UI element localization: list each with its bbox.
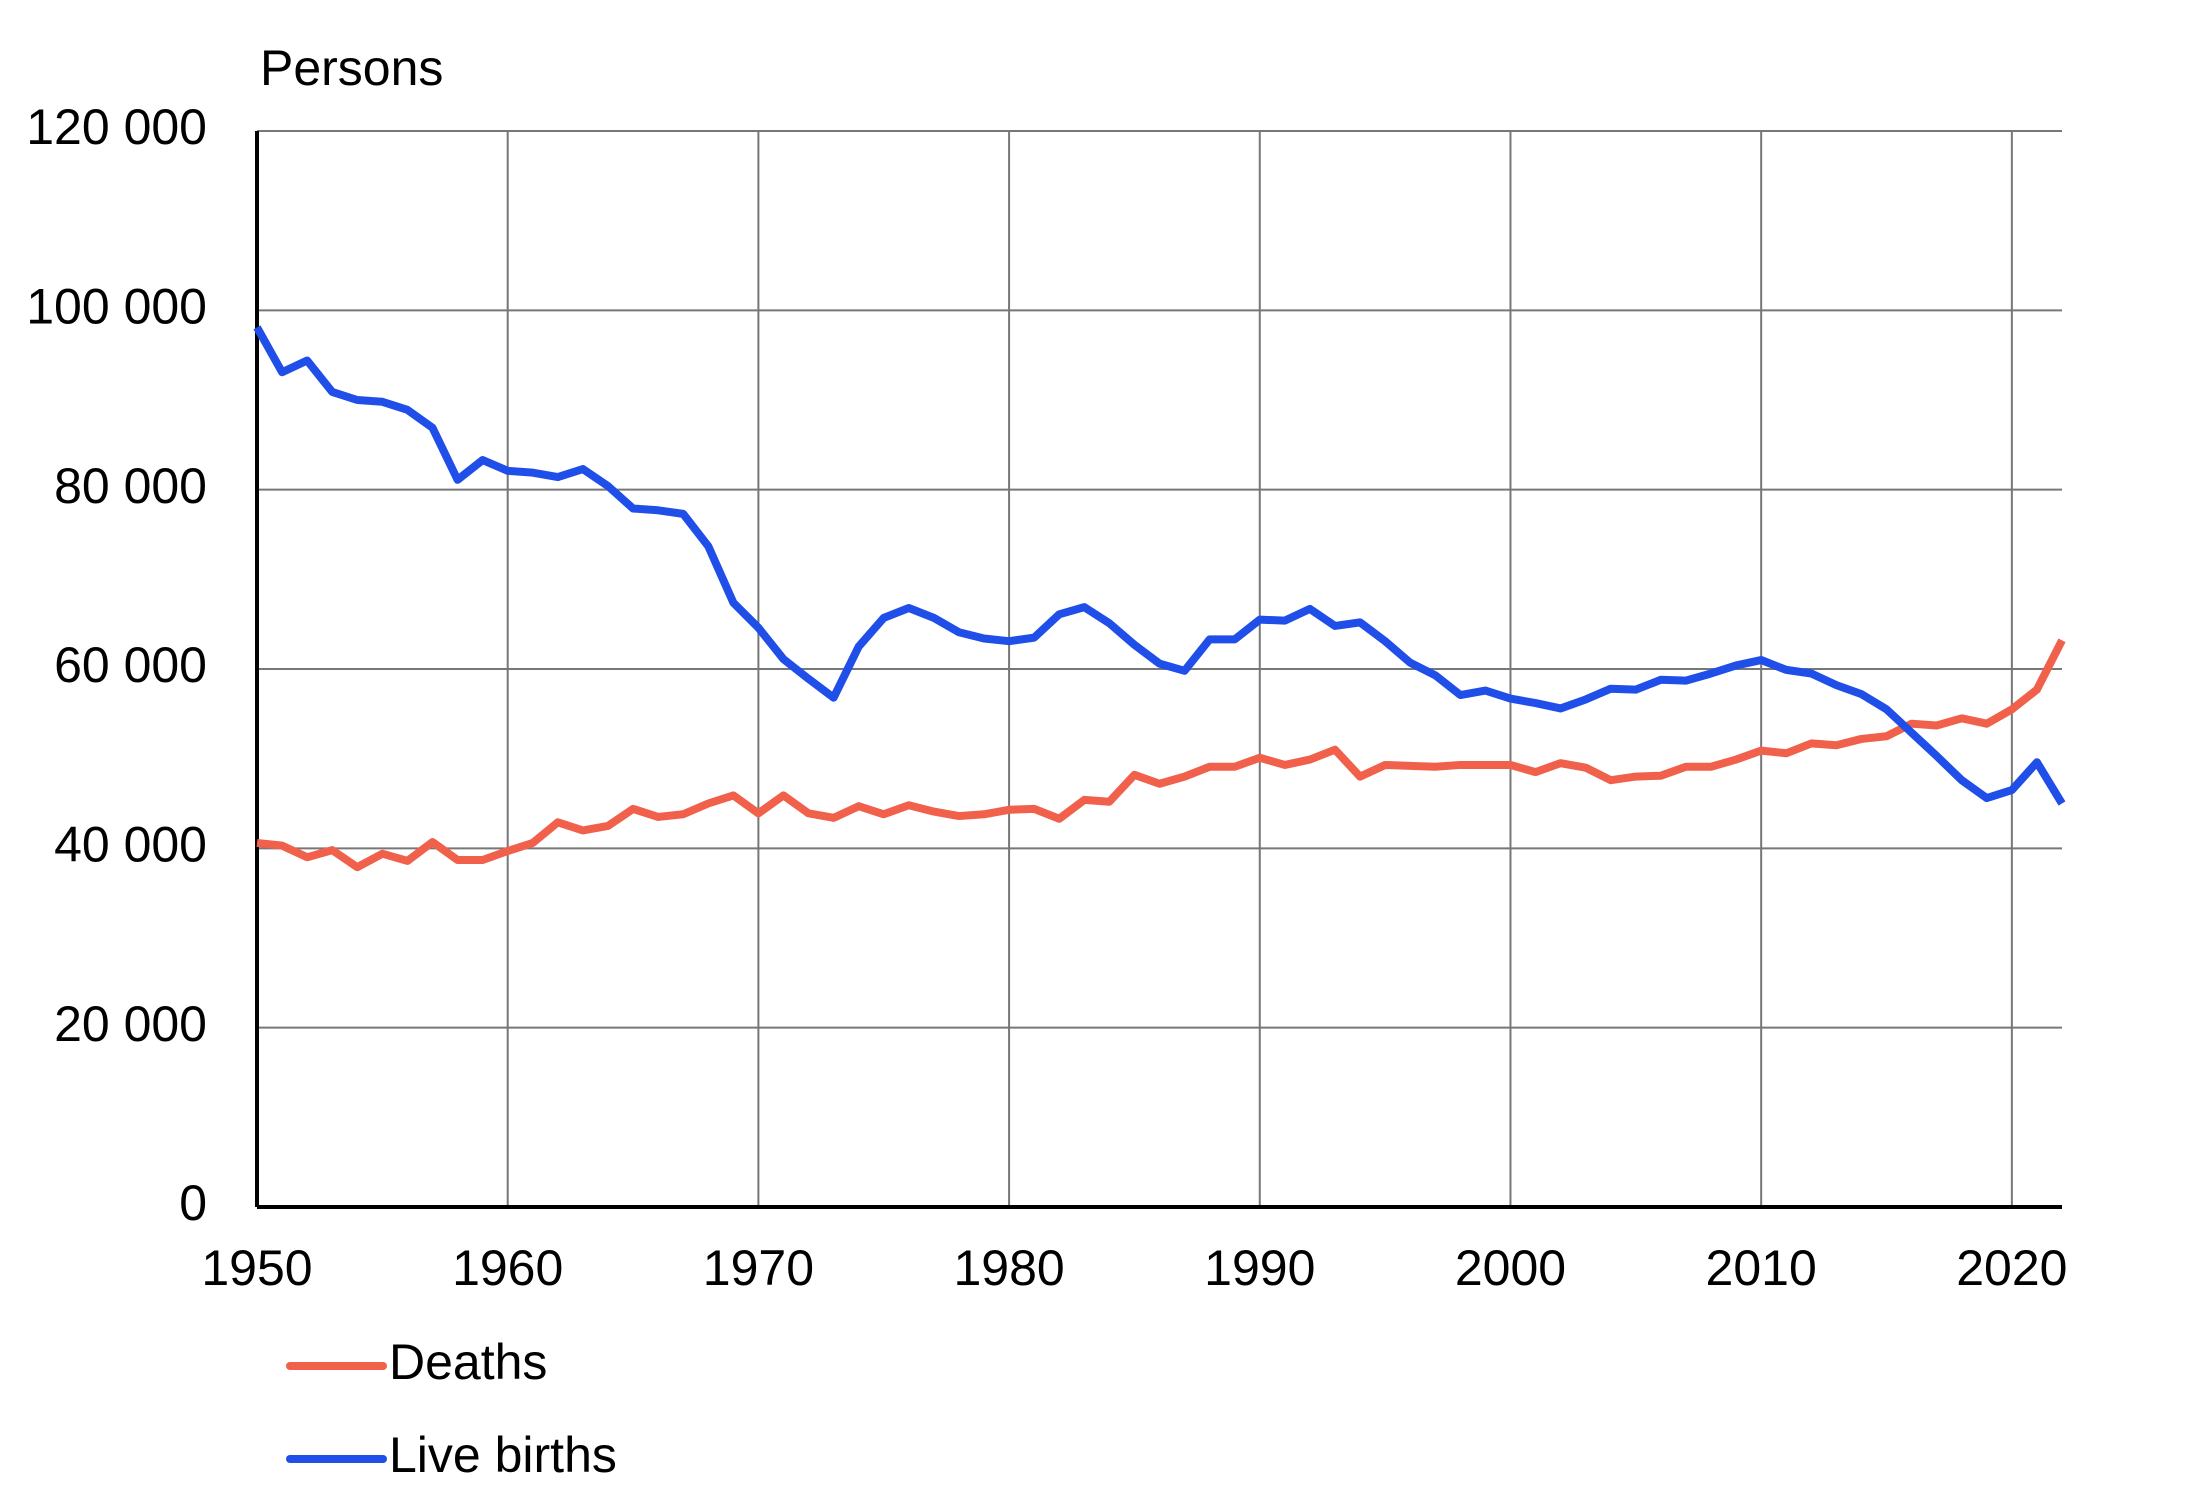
y-tick-label: 60 000 (54, 637, 207, 693)
legend-label: Deaths (389, 1334, 547, 1390)
y-axis-label: Persons (260, 40, 443, 96)
y-tick-label: 100 000 (26, 279, 207, 335)
x-tick-label: 1970 (703, 1240, 814, 1296)
x-tick-label: 1950 (201, 1240, 312, 1296)
legend-label: Live births (389, 1427, 617, 1483)
x-tick-label: 1990 (1204, 1240, 1315, 1296)
x-tick-label: 2020 (1956, 1240, 2067, 1296)
x-tick-label: 2000 (1455, 1240, 1566, 1296)
data-line (253, 325, 2066, 806)
y-tick-label: 40 000 (54, 817, 207, 873)
x-tick-label: 2010 (1706, 1240, 1817, 1296)
x-tick-label: 1960 (452, 1240, 563, 1296)
y-tick-label: 0 (179, 1175, 207, 1231)
data-line (256, 638, 2066, 872)
x-tick-label: 1980 (953, 1240, 1064, 1296)
y-tick-label: 20 000 (54, 996, 207, 1052)
y-tick-label: 120 000 (26, 99, 207, 155)
y-tick-label: 80 000 (54, 458, 207, 514)
